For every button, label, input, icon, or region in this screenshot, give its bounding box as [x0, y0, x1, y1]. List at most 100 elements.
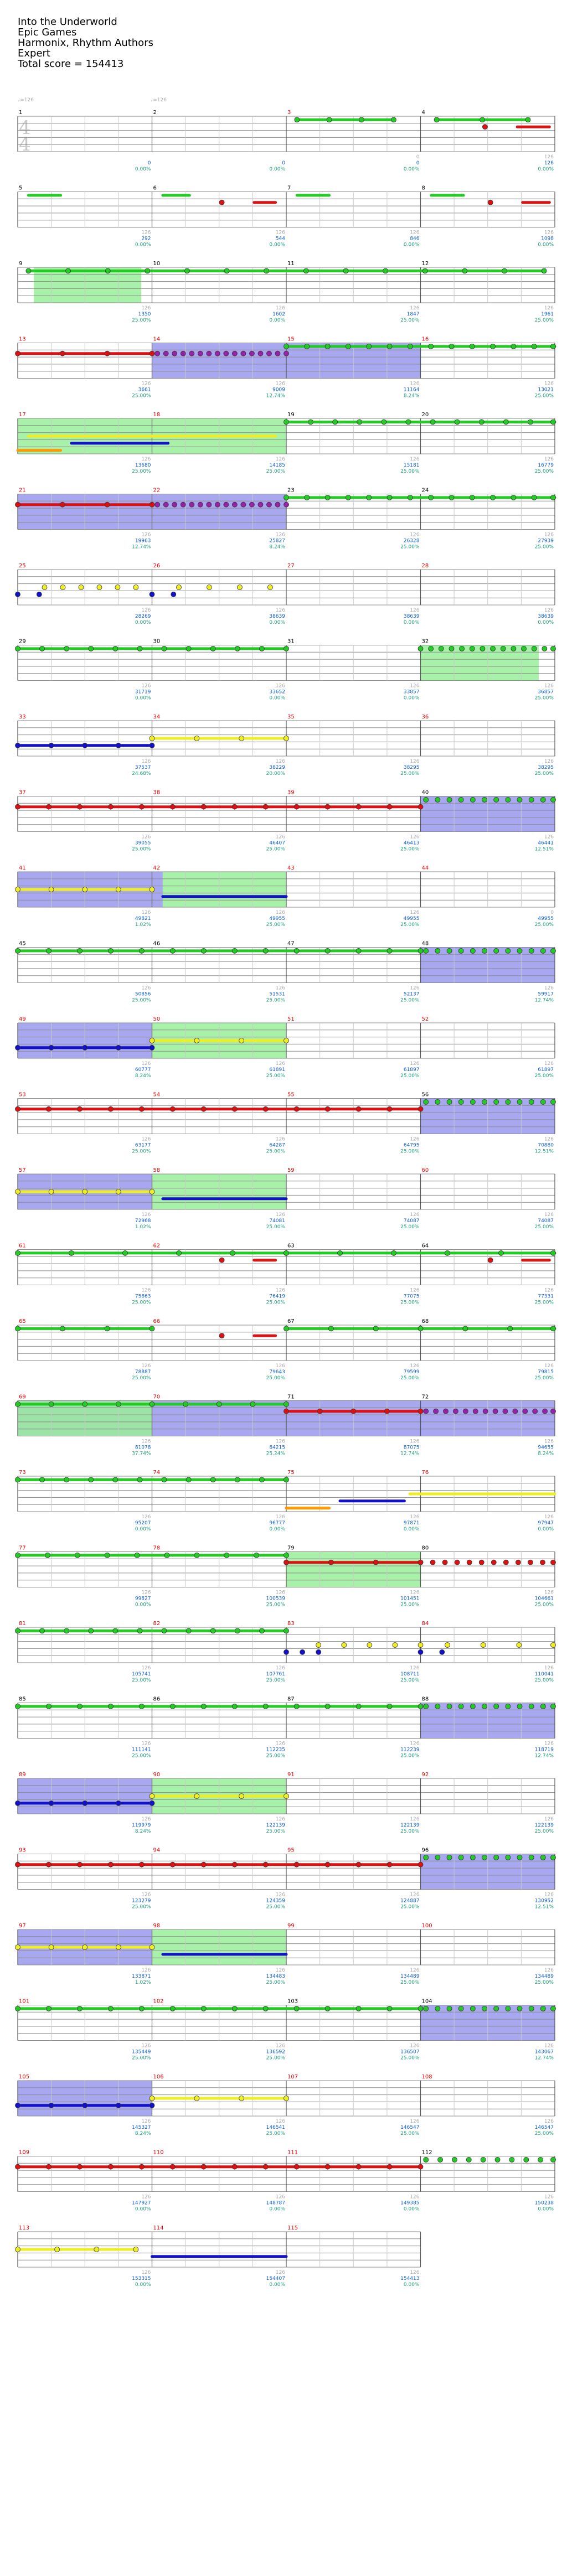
- note-purple: [154, 350, 161, 356]
- note-purple: [266, 350, 272, 356]
- measure-percent: 25.00%: [535, 1300, 554, 1306]
- measure-number: 48: [422, 941, 429, 947]
- note-green: [161, 646, 167, 651]
- note-green: [77, 2005, 83, 2011]
- note-green: [234, 1628, 240, 1634]
- measure-score: 9009: [272, 387, 285, 393]
- note-blue: [115, 1044, 121, 1051]
- measure-beat-count: 126: [141, 1212, 151, 1218]
- measure-number: 40: [422, 790, 429, 796]
- note-green: [254, 1552, 260, 1558]
- measure-percent: 20.00%: [266, 771, 286, 777]
- note-yellow: [550, 1642, 556, 1648]
- note-green: [449, 646, 455, 651]
- note-purple: [257, 350, 264, 356]
- measure-percent: 25.00%: [535, 1602, 554, 1608]
- note-green: [531, 495, 537, 500]
- measure-score: 111141: [132, 1747, 151, 1753]
- note-blue: [82, 1044, 88, 1051]
- note-green: [470, 1099, 476, 1105]
- measure-number: 59: [287, 1167, 295, 1173]
- measure-percent: 0.00%: [269, 242, 285, 248]
- measure-score: 150238: [535, 2201, 554, 2206]
- measure-percent: 0.00%: [269, 167, 285, 172]
- measure-number: 105: [19, 2074, 29, 2080]
- note-green: [445, 1250, 450, 1256]
- note-purple: [453, 1408, 458, 1414]
- measure-score: 64287: [269, 1143, 285, 1149]
- note-green: [386, 344, 393, 349]
- note-green: [15, 1250, 20, 1256]
- note-yellow: [78, 584, 84, 590]
- note-yellow: [48, 1944, 54, 1950]
- measure-score: 38639: [269, 614, 285, 619]
- note-green: [224, 268, 230, 274]
- measure-number: 75: [287, 1470, 295, 1476]
- measure-percent: 25.00%: [400, 1300, 420, 1306]
- note-blue: [149, 742, 155, 748]
- note-red: [328, 1559, 334, 1565]
- measure-number: 43: [287, 865, 295, 871]
- note-yellow: [194, 2096, 200, 2101]
- measure-number: 27: [287, 563, 295, 569]
- measure-number: 90: [153, 1772, 161, 1778]
- note-green: [74, 1552, 80, 1558]
- note-blue: [284, 1649, 289, 1655]
- measure-score: 75863: [135, 1294, 151, 1300]
- note-red: [540, 1559, 545, 1565]
- measure-percent: 25.00%: [132, 2056, 151, 2061]
- note-green: [493, 797, 499, 803]
- note-red: [231, 2164, 238, 2170]
- measure-score: 19963: [135, 539, 151, 544]
- measure-beat-count: 126: [544, 230, 554, 236]
- measure-percent: 25.00%: [535, 771, 554, 777]
- note-green: [528, 1703, 534, 1709]
- note-green: [259, 646, 265, 651]
- measure-percent: 25.00%: [132, 1905, 151, 1910]
- note-green: [507, 1326, 513, 1332]
- note-green: [383, 268, 388, 274]
- note-blue: [149, 2102, 155, 2108]
- measure-percent: 8.24%: [269, 545, 285, 550]
- measure-beat-count: 126: [410, 910, 419, 915]
- measure-number: 39: [287, 790, 295, 796]
- note-yellow: [239, 1038, 245, 1043]
- note-green: [15, 1703, 20, 1709]
- note-green: [284, 1401, 289, 1407]
- note-blue: [48, 1044, 54, 1051]
- note-red: [15, 1106, 20, 1112]
- measure-beat-count: 126: [410, 532, 419, 538]
- note-purple: [223, 501, 229, 508]
- measure-number: 101: [19, 1999, 29, 2005]
- measure-score: 79599: [404, 1369, 420, 1375]
- note-green: [542, 646, 548, 651]
- measure-beat-count: 126: [410, 1212, 419, 1218]
- note-red: [503, 1559, 509, 1565]
- note-purple: [214, 350, 220, 356]
- measure-number: 68: [422, 1318, 429, 1325]
- note-red: [293, 1106, 300, 1112]
- measure-beat-count: 126: [141, 759, 151, 764]
- measure-beat-count: 126: [410, 1665, 419, 1671]
- measure-score: 25827: [269, 539, 285, 544]
- note-green: [210, 1628, 216, 1634]
- note-purple: [257, 501, 264, 508]
- note-red: [482, 124, 488, 130]
- measure-beat-count: 126: [410, 835, 419, 840]
- note-green: [44, 1552, 50, 1558]
- note-green: [550, 646, 556, 651]
- note-red: [262, 1861, 269, 1868]
- note-yellow: [115, 1944, 121, 1950]
- measure-score: 0: [148, 161, 151, 166]
- note-red: [15, 350, 20, 356]
- note-green: [417, 1703, 424, 1709]
- note-green: [145, 268, 151, 274]
- note-red: [77, 2164, 83, 2170]
- measure-score: 119979: [132, 1823, 151, 1828]
- note-yellow: [48, 887, 54, 892]
- measure-number: 11: [287, 261, 295, 267]
- measure-number: 21: [19, 488, 26, 494]
- measure-beat-count: 126: [544, 1817, 554, 1822]
- note-green: [505, 948, 511, 954]
- note-green: [528, 797, 534, 803]
